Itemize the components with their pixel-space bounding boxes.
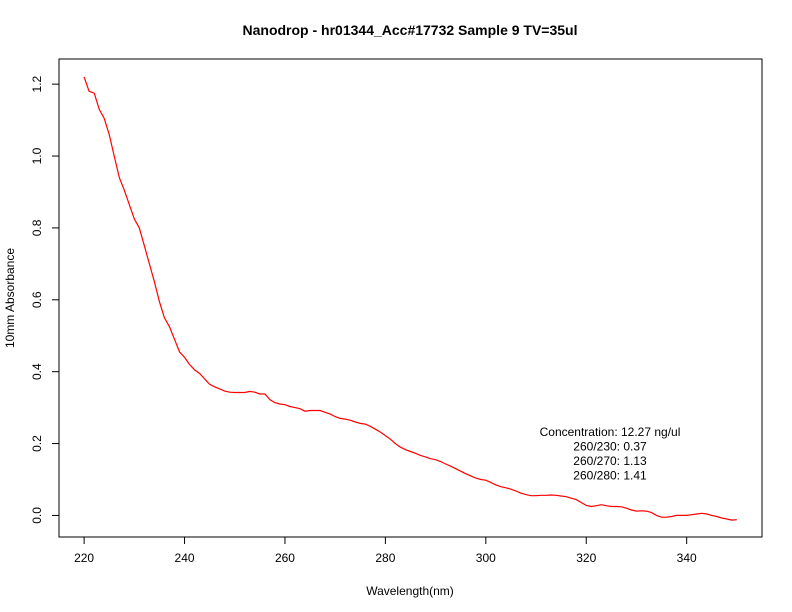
y-tick-label: 1.2 bbox=[30, 75, 44, 92]
x-tick-label: 300 bbox=[476, 551, 496, 565]
absorbance-series-line bbox=[83, 76, 737, 521]
x-tick-label: 220 bbox=[74, 551, 94, 565]
annotation-line: Concentration: 12.27 ng/ul bbox=[540, 425, 681, 439]
x-tick-label: 320 bbox=[576, 551, 596, 565]
chart-title: Nanodrop - hr01344_Acc#17732 Sample 9 TV… bbox=[243, 22, 578, 38]
x-axis-label: Wavelength(nm) bbox=[366, 584, 454, 598]
y-tick-label: 0.0 bbox=[30, 507, 44, 524]
x-tick-label: 260 bbox=[275, 551, 295, 565]
annotation-line: 260/230: 0.37 bbox=[573, 440, 647, 454]
plot-frame bbox=[58, 58, 763, 538]
y-tick-label: 0.2 bbox=[30, 435, 44, 452]
annotation-line: 260/270: 1.13 bbox=[573, 454, 647, 468]
annotation-line: 260/280: 1.41 bbox=[573, 469, 647, 483]
y-tick-label: 0.4 bbox=[30, 363, 44, 380]
y-axis: 0.0 0.2 0.4 0.6 0.8 1.0 1.2 bbox=[30, 75, 60, 524]
x-axis: 220 240 260 280 300 320 340 bbox=[74, 536, 697, 565]
x-tick-label: 280 bbox=[375, 551, 395, 565]
x-tick-label: 240 bbox=[175, 551, 195, 565]
x-tick-label: 340 bbox=[677, 551, 697, 565]
y-tick-label: 1.0 bbox=[30, 147, 44, 164]
y-tick-label: 0.8 bbox=[30, 219, 44, 236]
y-tick-label: 0.6 bbox=[30, 291, 44, 308]
y-axis-label: 10mm Absorbance bbox=[3, 248, 17, 348]
